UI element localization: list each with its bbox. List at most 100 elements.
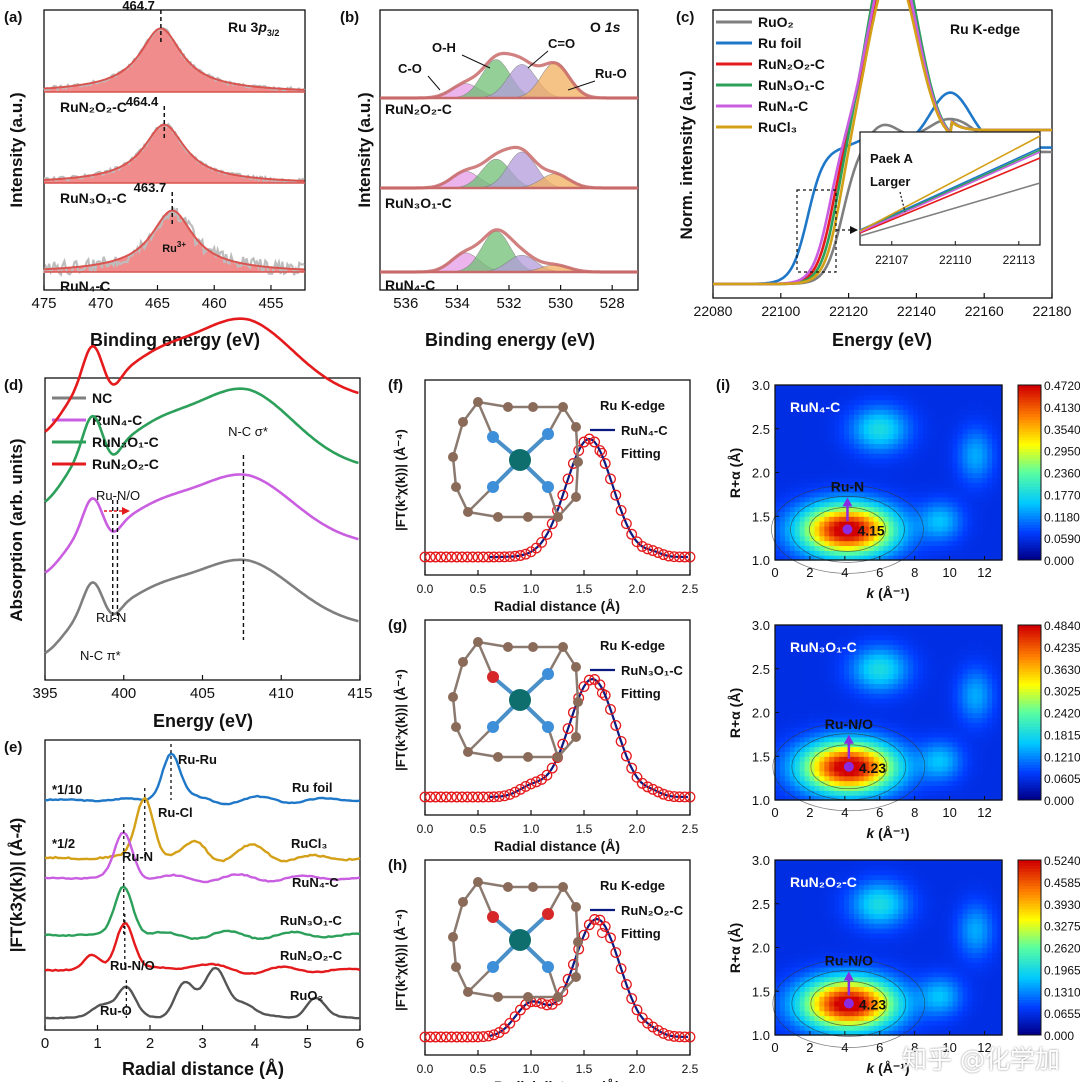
heatmap-cell <box>829 625 835 630</box>
heatmap-cell <box>928 545 934 550</box>
heatmap-cell <box>963 511 969 516</box>
heatmap-cell <box>819 625 825 630</box>
heatmap-cell <box>874 419 880 424</box>
heatmap-cell <box>913 717 919 722</box>
heatmap-cell <box>943 419 949 424</box>
heatmap-cell <box>987 429 993 434</box>
heatmap-cell <box>893 482 899 487</box>
heatmap-cell <box>908 497 914 502</box>
heatmap-cell <box>854 683 860 688</box>
heatmap-cell <box>972 703 978 708</box>
heatmap-cell <box>785 785 791 790</box>
colorbar-tick-label: 0.000 <box>1044 794 1074 808</box>
heatmap-cell <box>864 703 870 708</box>
heatmap-cell <box>780 1001 786 1006</box>
heatmap-cell <box>938 477 944 482</box>
heatmap-cell <box>918 473 924 478</box>
heatmap-cell <box>884 870 890 875</box>
heatmap-cell <box>874 477 880 482</box>
heatmap-cell <box>948 448 954 453</box>
heatmap-cell <box>972 419 978 424</box>
heatmap-cell <box>958 536 964 541</box>
y-tick-label: 3.0 <box>752 618 770 633</box>
heatmap-cell <box>987 785 993 790</box>
heatmap-cell <box>943 487 949 492</box>
heatmap-cell <box>963 654 969 659</box>
heatmap-cell <box>889 545 895 550</box>
heatmap-cell <box>780 928 786 933</box>
heatmap-cell <box>903 473 909 478</box>
heatmap-cell <box>824 865 830 870</box>
heatmap-cell <box>785 766 791 771</box>
heatmap-cell <box>854 865 860 870</box>
heatmap-cell <box>903 630 909 635</box>
heatmap-cell <box>898 468 904 473</box>
heatmap-cell <box>967 531 973 536</box>
heatmap-cell <box>953 635 959 640</box>
heatmap-cell <box>923 625 929 630</box>
heatmap-cell <box>805 443 811 448</box>
heatmap-cell <box>898 727 904 732</box>
heatmap-cell <box>844 894 850 899</box>
heatmap-cell <box>992 644 998 649</box>
heatmap-cell <box>869 865 875 870</box>
heatmap-cell <box>963 468 969 473</box>
carbon-atom <box>528 402 538 412</box>
heatmap-cell <box>913 453 919 458</box>
heatmap-cell <box>972 434 978 439</box>
heatmap-cell <box>948 390 954 395</box>
heatmap-cell <box>810 688 816 693</box>
heatmap-cell <box>884 395 890 400</box>
heatmap-cell <box>987 756 993 761</box>
heatmap-cell <box>953 713 959 718</box>
heatmap-cell <box>795 531 801 536</box>
heatmap-cell <box>854 688 860 693</box>
heatmap-cell <box>859 448 865 453</box>
heatmap-cell <box>819 785 825 790</box>
heatmap-cell <box>849 419 855 424</box>
heatmap-cell <box>928 683 934 688</box>
heatmap-cell <box>943 790 949 795</box>
heatmap-cell <box>928 674 934 679</box>
heatmap-cell <box>889 948 895 953</box>
heatmap-cell <box>893 473 899 478</box>
heatmap-cell <box>923 511 929 516</box>
heatmap-cell <box>884 654 890 659</box>
heatmap-cell <box>785 492 791 497</box>
peak-value-label: 463.7 <box>134 180 167 195</box>
heatmap-cell <box>819 458 825 463</box>
heatmap-cell <box>839 443 845 448</box>
heatmap-cell <box>898 404 904 409</box>
heatmap-cell <box>987 698 993 703</box>
heatmap-cell <box>992 761 998 766</box>
heatmap-cell <box>775 625 781 630</box>
heatmap-cell <box>785 448 791 453</box>
heatmap-cell <box>972 536 978 541</box>
nitrogen-atom <box>542 428 554 440</box>
heatmap-cell <box>785 996 791 1001</box>
heatmap-cell <box>834 630 840 635</box>
heatmap-cell <box>938 502 944 507</box>
heatmap-cell <box>839 497 845 502</box>
heatmap-cell <box>908 756 914 761</box>
heatmap-cell <box>805 737 811 742</box>
heatmap-cell <box>908 669 914 674</box>
heatmap-cell <box>795 482 801 487</box>
heatmap-cell <box>814 507 820 512</box>
heatmap-cell <box>943 630 949 635</box>
heatmap-cell <box>849 904 855 909</box>
heatmap-cell <box>795 502 801 507</box>
heatmap-cell <box>819 419 825 424</box>
heatmap-cell <box>805 674 811 679</box>
x-tick-label: 2.5 <box>682 1062 699 1076</box>
heatmap-cell <box>854 693 860 698</box>
heatmap-cell <box>987 541 993 546</box>
heatmap-cell <box>869 468 875 473</box>
heatmap-cell <box>982 443 988 448</box>
heatmap-cell <box>982 502 988 507</box>
bond-label-RuN3O1-C: Ru-N/O <box>825 716 873 732</box>
heatmap-cell <box>800 943 806 948</box>
heatmap-cell <box>938 644 944 649</box>
heatmap-cell <box>992 747 998 752</box>
heatmap-cell <box>928 698 934 703</box>
